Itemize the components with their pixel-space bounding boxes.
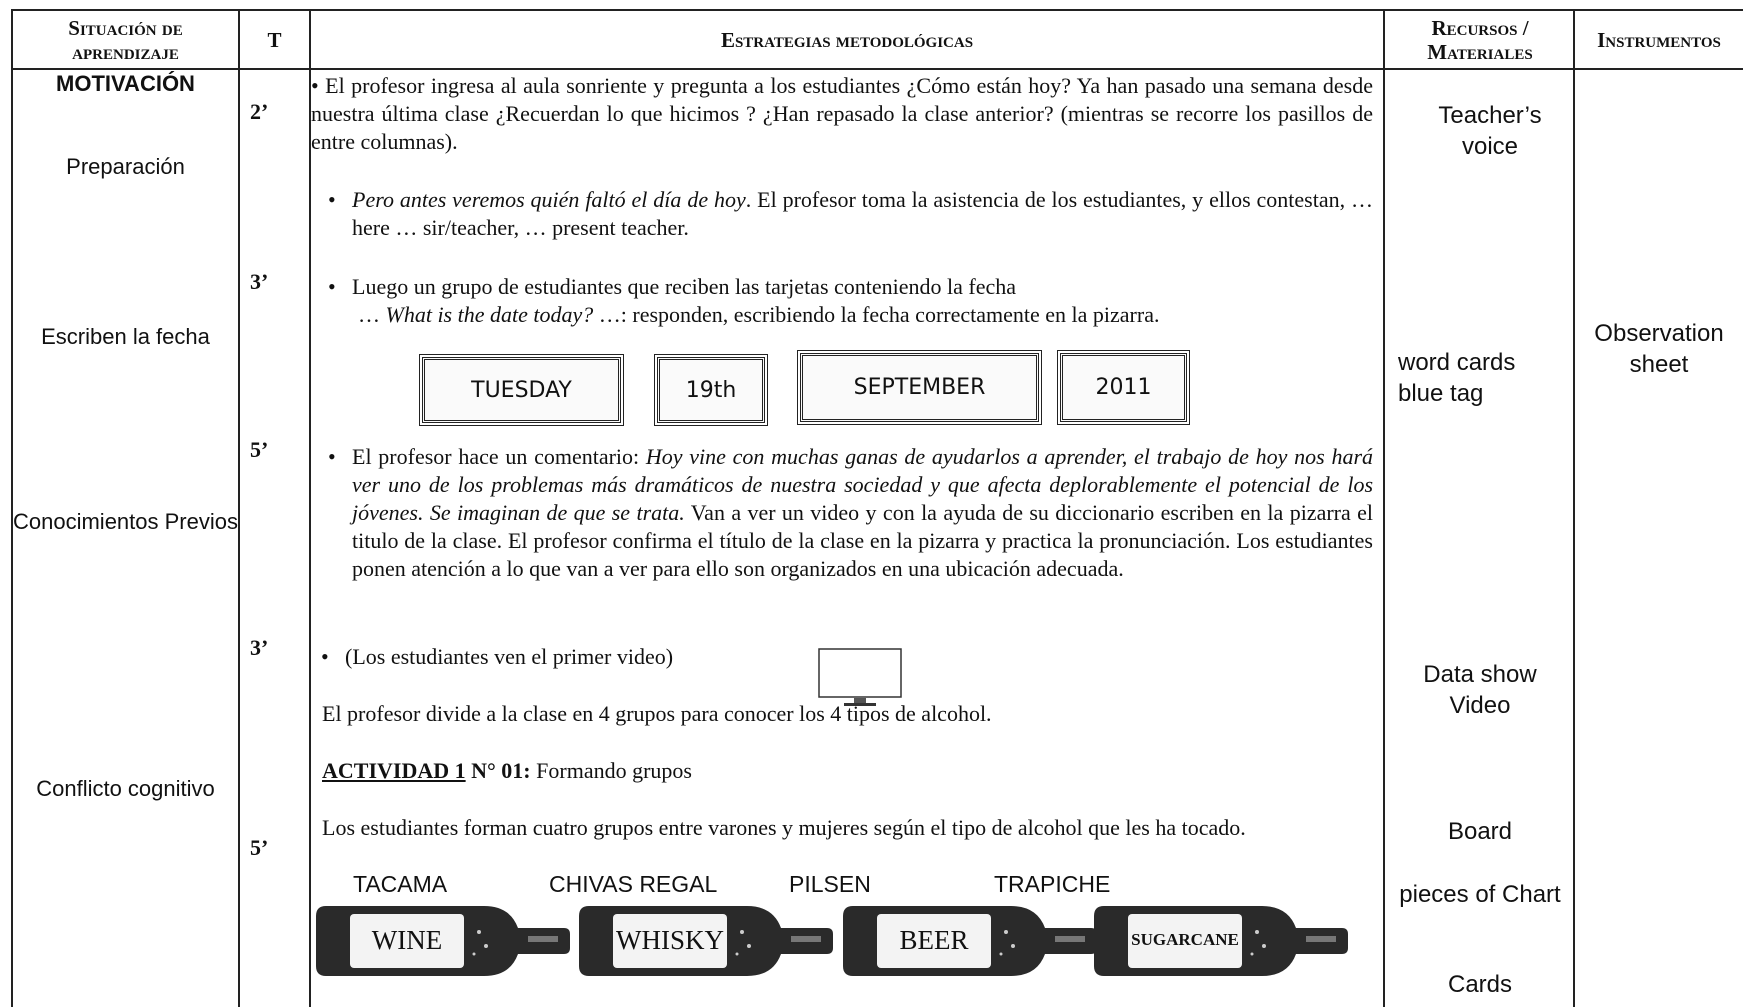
border [11, 9, 13, 1007]
text-run: (Los estudiantes ven el primer video) [345, 644, 674, 669]
column-header: Recursos / Materiales [1427, 15, 1533, 64]
stage-label: Escriben la fecha [41, 324, 210, 349]
text-run: Luego un grupo de estudiantes que recibe… [352, 274, 1017, 299]
date-card: SEPTEMBER [797, 350, 1042, 425]
time-label: 3’ [250, 269, 269, 294]
resource: pieces of Chart [1399, 881, 1561, 908]
date-card: 2011 [1057, 350, 1190, 425]
text-run: El profesor hace un comentario: [352, 444, 646, 469]
paragraph: Pero antes veremos quién faltó el día de… [328, 186, 1373, 242]
text-run: Formando grupos [530, 758, 692, 783]
text-run: N° 01: [465, 758, 531, 783]
date-card: 19th [654, 354, 768, 426]
column-header: Instrumentos [1597, 27, 1721, 52]
bottle: SUGARCANE [1092, 902, 1350, 980]
text-run: Hoy vine con muchas ganas de ayudarlos a… [352, 444, 1374, 525]
border [1573, 9, 1575, 1007]
paragraph: El profesor divide a la clase en 4 grupo… [322, 700, 1372, 728]
border [11, 9, 1743, 11]
bottle-label: BEER [899, 924, 969, 955]
stage-label: Conocimientos Previos [13, 509, 238, 534]
instrument: Observation sheet [1594, 320, 1724, 378]
text-run: ACTIVIDAD 1 [322, 758, 466, 783]
border [238, 9, 240, 1007]
text-run: … [358, 302, 386, 327]
bottle-shape [579, 906, 833, 976]
paragraph: Los estudiantes forman cuatro grupos ent… [322, 814, 1377, 842]
border [309, 9, 311, 1007]
bottle: WHISKY [577, 902, 835, 980]
paragraph: El profesor hace un comentario: Hoy vine… [328, 443, 1374, 583]
text-run: Los estudiantes forman cuatro grupos ent… [322, 815, 1246, 840]
time-label: 5’ [250, 835, 269, 860]
time-label: 3’ [250, 635, 269, 660]
brand-name: TACAMA [353, 871, 448, 897]
bottle-shape [843, 906, 1097, 976]
bottle-shape [1094, 906, 1348, 976]
paragraph: Luego un grupo de estudiantes que recibe… [328, 273, 1373, 301]
border [1383, 9, 1385, 1007]
bottle-label: WINE [371, 924, 443, 955]
text-run: Van a ver un video y con la ayuda de su … [352, 500, 1373, 581]
brand-name: TRAPICHE [994, 871, 1111, 897]
column-header: Situación de aprendizaje [68, 15, 183, 64]
bottle-label: WHISKY [616, 924, 724, 955]
column-header: Estrategias metodológicas [720, 27, 974, 52]
brand-name: CHIVAS REGAL [549, 871, 718, 897]
paragraph: (Los estudiantes ven el primer video) [321, 643, 1145, 671]
resource: Teacher’s voice [1438, 102, 1542, 160]
text-run: El profesor divide a la clase en 4 grupo… [322, 701, 992, 726]
bottle-label: SUGARCANE [1131, 930, 1239, 949]
resource: Board [1447, 818, 1513, 845]
resource: Cards [1447, 971, 1513, 998]
paragraph: … What is the date today? …: responden, … [358, 301, 1373, 329]
stage-label: Preparación [66, 154, 185, 179]
text-run: What is the date today? [385, 302, 594, 327]
resource: Data show Video [1423, 661, 1537, 719]
brand-name: PILSEN [789, 871, 871, 897]
text-run: . El profesor toma la asistencia de los … [352, 187, 1373, 240]
text-run: Pero antes veremos quién faltó el día de… [352, 187, 746, 212]
text-run: …: responden, escribiendo la fecha corre… [593, 302, 1160, 327]
time-label: 5’ [250, 437, 269, 462]
paragraph: ACTIVIDAD 1 N° 01: Formando grupos [322, 757, 1372, 785]
time-label: 2’ [250, 99, 269, 124]
resource: word cards blue tag [1398, 349, 1516, 407]
border [11, 68, 1743, 70]
stage-label: Conflicto cognitivo [36, 776, 215, 801]
bottle: BEER [841, 902, 1099, 980]
bottle: WINE [314, 902, 572, 980]
stage-label: MOTIVACIÓN [56, 71, 195, 96]
paragraph: El profesor ingresa al aula sonriente y … [311, 72, 1373, 156]
date-card: TUESDAY [419, 354, 624, 426]
text-run: El profesor ingresa al aula sonriente y … [311, 73, 1373, 154]
bottle-shape [316, 906, 570, 976]
column-header: T [267, 27, 282, 52]
